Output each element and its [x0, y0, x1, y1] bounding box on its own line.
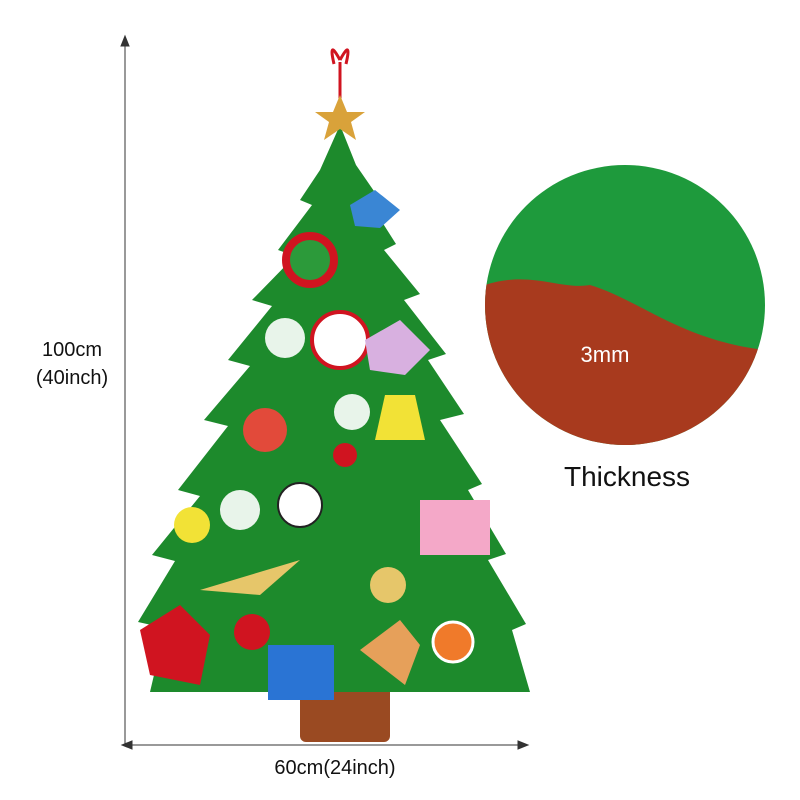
- height-inch-label: (40inch): [36, 367, 108, 389]
- angel: [243, 408, 287, 452]
- gift: [420, 500, 490, 555]
- snowflake: [220, 490, 260, 530]
- bell-blue: [350, 190, 400, 228]
- height-dimension: [120, 34, 130, 745]
- reindeer: [360, 620, 420, 685]
- height-label: 100cm: [42, 339, 102, 361]
- ball: [333, 443, 357, 467]
- bauble: [234, 614, 270, 650]
- santa: [310, 310, 370, 370]
- arrow-top: [120, 34, 130, 47]
- bells: [365, 320, 430, 375]
- wreath: [282, 232, 338, 288]
- orange: [431, 620, 475, 664]
- thickness-label: Thickness: [564, 461, 690, 492]
- thickness-disc: [485, 165, 765, 445]
- snowman: [277, 482, 323, 528]
- ornaments: [140, 190, 490, 700]
- shooting-star: [200, 560, 300, 595]
- sleigh: [140, 605, 210, 685]
- thickness-value: 3mm: [581, 342, 630, 367]
- bauble: [370, 567, 406, 603]
- bauble: [174, 507, 210, 543]
- bell: [375, 395, 425, 440]
- arrow-right: [517, 740, 530, 750]
- gift: [268, 645, 334, 700]
- arrow-left: [120, 740, 133, 750]
- hanger-bow: [330, 48, 350, 65]
- width-dimension: [120, 740, 530, 750]
- star: [315, 95, 365, 140]
- snowflake: [265, 318, 305, 358]
- felt-brown: [485, 279, 765, 445]
- tree: [138, 125, 530, 692]
- snowflake: [334, 394, 370, 430]
- width-label: 60cm(24inch): [274, 757, 395, 779]
